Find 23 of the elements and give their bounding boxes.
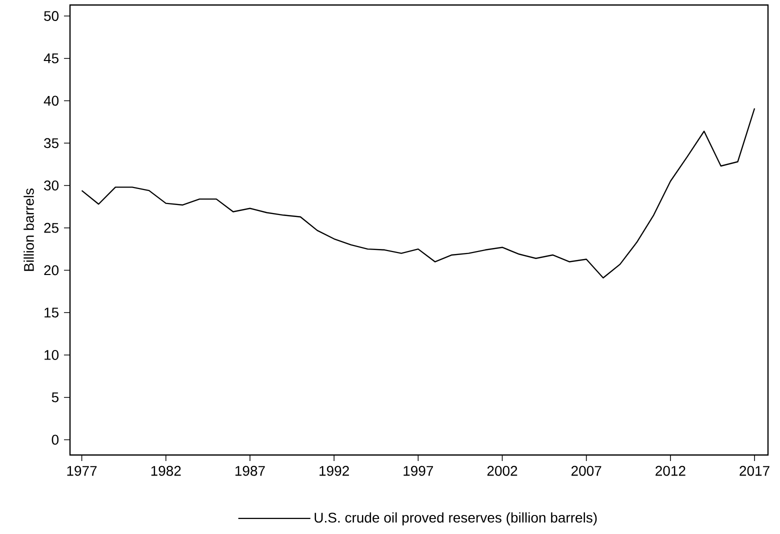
y-tick-label: 40 <box>44 96 59 106</box>
line-series <box>81 108 756 278</box>
y-tick-label: 45 <box>44 54 58 64</box>
x-tick-label: 2007 <box>571 466 602 476</box>
x-tick-label: 1992 <box>320 466 349 476</box>
y-tick-label: 5 <box>52 392 58 402</box>
y-tick-label: 20 <box>44 265 59 276</box>
x-tick-label: 1987 <box>235 466 265 476</box>
x-tick-label: 2002 <box>487 466 518 476</box>
y-tick-label: 30 <box>44 180 59 190</box>
y-axis-title: Billion barrels <box>24 188 34 271</box>
y-tick-label: 50 <box>44 11 59 21</box>
x-tick-label: 1997 <box>404 466 434 476</box>
x-tick-label: 1977 <box>67 466 97 476</box>
text: U.S. crude oil proved reserves (billion barrels) <box>314 512 597 526</box>
y-tick-label: 35 <box>44 138 58 148</box>
x-tick-label: 2012 <box>656 466 686 476</box>
y-tick-label: 0 <box>52 434 59 445</box>
x-tick-label: 2017 <box>740 466 770 476</box>
x-tick-label: 1982 <box>151 466 181 476</box>
y-tick-label: 10 <box>44 350 59 360</box>
y-tick-label: 15 <box>44 308 58 318</box>
y-tick-label: 25 <box>44 222 58 233</box>
